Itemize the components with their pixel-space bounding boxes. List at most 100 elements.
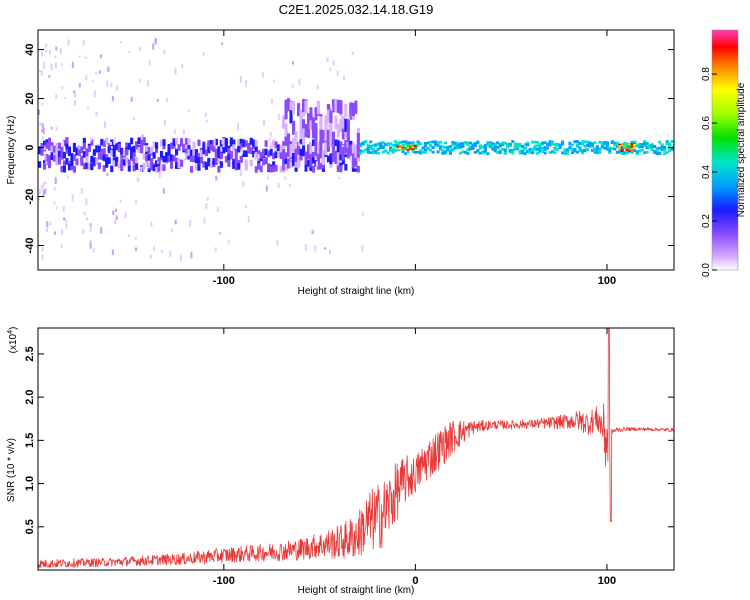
spectrogram-cell [50, 150, 54, 158]
spectrogram-speckle [89, 223, 92, 226]
spectrogram-cell [580, 149, 584, 153]
spectrogram-cell [406, 147, 410, 150]
spectrogram-cell [456, 144, 460, 148]
spectrogram-cell [67, 163, 71, 171]
spectrogram-cell [52, 155, 56, 162]
spectrogram-cell [142, 162, 146, 170]
spectrogram-cell [369, 151, 373, 154]
spectrogram-speckle [42, 182, 45, 188]
spectrogram-speckle [55, 127, 58, 131]
spectrogram-cell [416, 150, 420, 154]
spectrogram-cell [331, 99, 335, 113]
spectrogram-cell [234, 153, 238, 160]
spectrogram-speckle [166, 98, 169, 103]
spectrogram-cell [324, 141, 328, 156]
spectrogram-cell [130, 146, 134, 154]
spectrogram-cell [613, 143, 617, 147]
spectrogram-speckle [49, 49, 52, 55]
spectrogram-speckle [361, 245, 364, 253]
spectrogram-cell [379, 143, 383, 147]
spectrogram-cell [608, 146, 612, 150]
spectrogram-cell [62, 151, 66, 159]
spectrogram-cell [349, 106, 353, 120]
spectrogram-cell [117, 143, 121, 151]
spectrogram-speckle [162, 188, 165, 194]
spectrogram-cell [197, 157, 201, 164]
spectrogram-cell [110, 165, 114, 173]
spectrogram-cell [282, 163, 286, 171]
spectrogram-cell [294, 148, 298, 162]
spectrogram-cell [100, 138, 104, 146]
spectrogram-cell [202, 142, 206, 150]
spectrogram-speckle [203, 217, 206, 224]
spectrogram-cell [65, 137, 69, 144]
spectrogram-cell [177, 161, 181, 168]
spectrogram-cell [311, 156, 315, 164]
spectrogram-cell [521, 151, 525, 155]
spectrogram-cell [184, 153, 188, 160]
spectrogram-cell [386, 143, 390, 147]
spectrogram-cell [217, 146, 221, 153]
spectrogram-cell [411, 145, 415, 148]
spectrogram-cell [618, 146, 622, 149]
spectrogram-cell [307, 113, 311, 127]
spectrogram-cell [217, 166, 221, 173]
spectrogram-cell [503, 152, 507, 155]
spectrogram-cell [583, 140, 587, 144]
spectrogram-cell [326, 109, 330, 123]
spectrogram-cell [167, 149, 171, 157]
spectrogram-cell [628, 143, 632, 146]
spectrogram-cell [309, 143, 313, 157]
spectrogram-cell [339, 118, 343, 133]
spectrogram-cell [401, 148, 405, 150]
spectrogram-speckle [44, 181, 47, 184]
spectrogram-cell [456, 142, 460, 146]
spectrogram-speckle [54, 177, 57, 185]
spectrogram-cell [48, 144, 52, 151]
spectrogram-cell [237, 139, 241, 146]
spectrogram-cell [384, 149, 388, 153]
spectrogram-cell [40, 143, 44, 150]
spectrogram-cell [665, 151, 669, 154]
spectrogram-cell [227, 147, 231, 155]
spectrogram-cell [401, 144, 405, 147]
spectrogram-cell [526, 141, 530, 145]
spectrogram-cell [668, 149, 672, 153]
spectrogram-cell [192, 155, 196, 163]
spectrogram-cell [297, 154, 301, 168]
spectrogram-cell [277, 144, 281, 151]
spectrogram-cell [182, 143, 186, 151]
spectrogram-speckle [148, 60, 151, 66]
spectrogram-speckle [90, 137, 93, 142]
spectrogram-cell [244, 159, 248, 166]
spectrogram-speckle [73, 100, 76, 106]
spectrogram-cell [254, 140, 258, 147]
spectrogram-cell [585, 143, 589, 147]
spectrogram-speckle [220, 146, 222, 150]
spectrogram-speckle [163, 49, 166, 55]
spectrogram-cell [630, 145, 634, 148]
spectrogram-speckle [304, 244, 307, 251]
spectrogram-cell [132, 150, 136, 158]
spectrogram-cell [311, 139, 315, 146]
spectrogram-speckle [84, 56, 87, 59]
spectrogram-cell [292, 153, 296, 160]
spectrogram-cell [553, 147, 557, 151]
spectrogram-speckle [160, 250, 163, 253]
spectrogram-speckle [74, 91, 76, 98]
spectrogram-cell [187, 142, 191, 150]
spectrogram-speckle [98, 70, 101, 74]
spectrogram-cell [272, 161, 276, 168]
spectrogram-cell [72, 154, 76, 161]
spectrogram-cell [184, 138, 188, 145]
spectrogram-cell [605, 144, 609, 148]
spectrogram-cell [665, 140, 669, 144]
spectrogram-cell [665, 142, 669, 146]
spectrogram-cell [401, 140, 405, 144]
spectrogram-cell [239, 143, 243, 150]
spectrogram-speckle [338, 176, 340, 180]
spectrogram-cell [341, 157, 345, 165]
spectrogram-speckle [89, 226, 92, 232]
spectrogram-speckle [316, 84, 319, 90]
spectrogram-cell [615, 141, 619, 145]
